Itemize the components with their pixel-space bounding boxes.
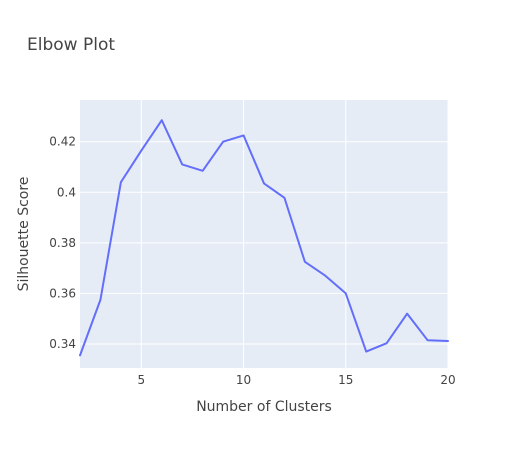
- grid-lines: [80, 100, 449, 368]
- x-tick-label: 5: [138, 373, 146, 387]
- series-line: [79, 119, 449, 357]
- plot-area: [80, 100, 448, 368]
- x-tick-label: 10: [236, 373, 251, 387]
- y-tick-label: 0.34: [49, 337, 76, 351]
- y-tick-label: 0.36: [49, 286, 76, 300]
- y-axis-ticks: 0.34 0.36 0.38 0.4 0.42: [49, 135, 76, 351]
- y-tick-label: 0.38: [49, 236, 76, 250]
- x-axis-ticks: 5 10 15 20: [138, 373, 456, 387]
- y-tick-label: 0.4: [57, 185, 76, 199]
- x-tick-label: 15: [338, 373, 353, 387]
- chart-title: Elbow Plot: [27, 35, 115, 55]
- y-axis-label: Silhouette Score: [16, 177, 32, 292]
- x-axis-label: Number of Clusters: [196, 399, 332, 415]
- series-layer: [79, 119, 449, 357]
- y-tick-label: 0.42: [49, 135, 76, 149]
- x-tick-label: 20: [440, 373, 455, 387]
